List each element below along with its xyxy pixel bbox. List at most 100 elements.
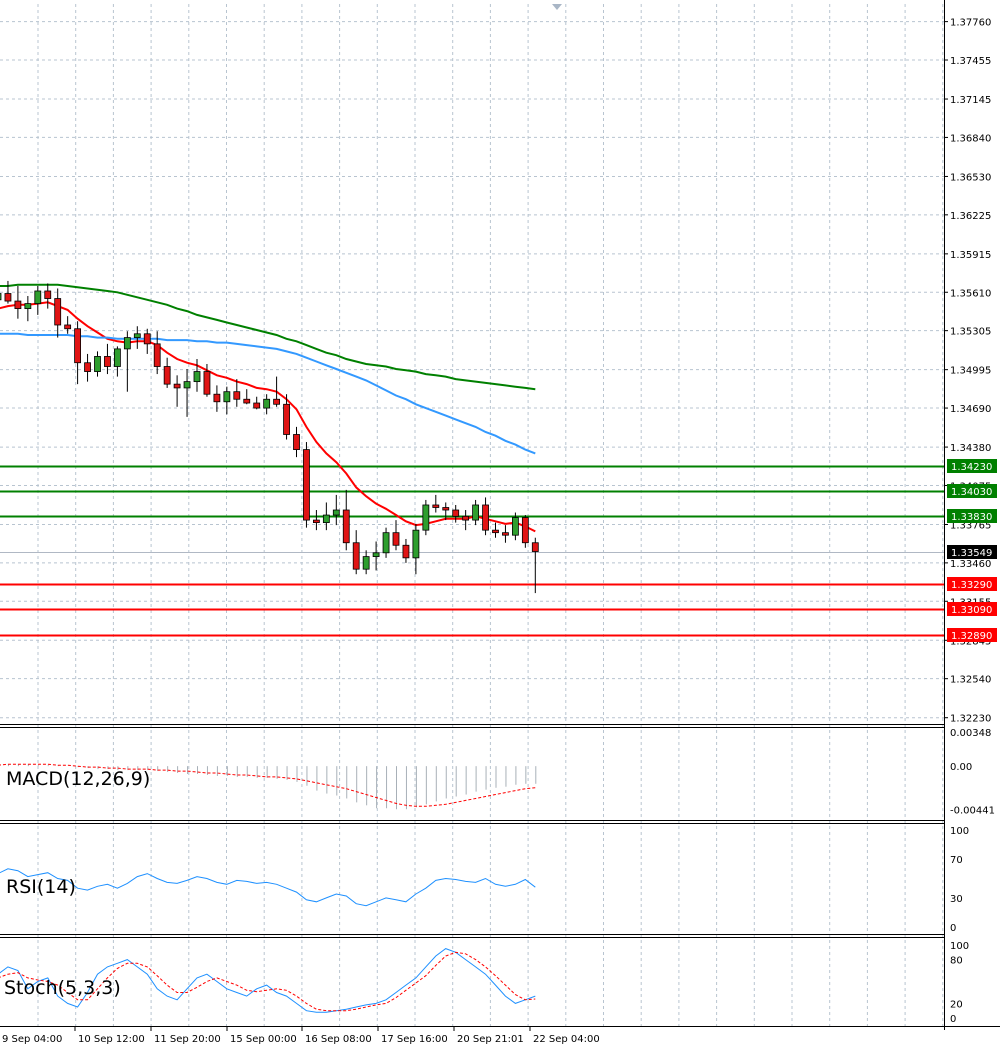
price-tick-label: 1.34380: [950, 443, 991, 454]
candle-body: [531, 542, 539, 552]
candle-body: [84, 362, 91, 372]
candle-body: [273, 398, 281, 405]
candle-body: [422, 504, 430, 531]
chart-frame: [0, 0, 1000, 1030]
candle-body: [193, 371, 201, 383]
scroll-marker-icon: [552, 4, 562, 10]
price-tick-label: 1.37455: [950, 56, 991, 67]
price-tick-label: 1.37760: [950, 18, 991, 29]
stoch-tick-label: 0: [950, 1014, 956, 1025]
current-price-tag-label: 1.33549: [951, 548, 992, 559]
candle-body: [34, 290, 42, 304]
candle-body: [392, 532, 400, 546]
candle-body: [213, 393, 221, 403]
level-price-tag-label: 1.33290: [951, 580, 992, 591]
candle-body: [502, 532, 509, 536]
macd-tick-label: 0.00: [950, 762, 972, 773]
level-price-tag: [947, 484, 997, 498]
candle-body: [24, 303, 32, 310]
candle-body: [44, 290, 52, 299]
macd-label: MACD(12,26,9): [6, 768, 150, 790]
level-price-tag: [947, 459, 997, 473]
level-price-tag: [947, 509, 997, 523]
level-price-tag-label: 1.32890: [951, 631, 992, 642]
candle-body: [342, 509, 350, 544]
candle-body: [123, 337, 131, 350]
moving-average-line: [0, 332, 536, 455]
candle-body: [233, 391, 241, 400]
stoch-signal-line: [0, 951, 536, 1012]
level-price-tag-label: 1.34030: [951, 487, 992, 498]
candle-body: [263, 398, 271, 409]
candle-body: [512, 517, 519, 536]
stoch-panel: Stoch(5,3,3): [0, 948, 536, 1013]
candle-body: [372, 552, 380, 557]
stoch-main-line: [0, 948, 536, 1013]
candle-body: [183, 381, 191, 389]
candle-body: [153, 343, 161, 367]
rsi-panel: RSI(14): [0, 868, 536, 907]
rsi-tick-label: 0: [950, 923, 956, 934]
level-price-tag-label: 1.34230: [951, 462, 992, 473]
rsi-tick-label: 100: [950, 826, 969, 837]
macd-signal-line: [0, 763, 536, 807]
rsi-tick-label: 70: [950, 855, 963, 866]
candle-body: [432, 504, 440, 508]
candle-body: [482, 504, 489, 531]
macd-tick-label: -0.00441: [950, 805, 995, 816]
time-tick-label: 15 Sep 00:00: [230, 1034, 297, 1045]
candle-body: [223, 391, 231, 403]
price-tick-label: 1.34690: [950, 404, 991, 415]
candle-body: [442, 507, 450, 511]
candle-body: [382, 532, 390, 554]
price-tick-label: 1.33765: [950, 520, 991, 531]
time-tick-label: 22 Sep 04:00: [533, 1034, 600, 1045]
candle-body: [322, 514, 330, 524]
candle-body: [402, 544, 410, 559]
price-tick-label: 1.35305: [950, 327, 991, 338]
candle-body: [362, 556, 370, 570]
candle-body: [203, 371, 211, 395]
stoch-label: Stoch(5,3,3): [4, 977, 121, 999]
level-price-tag: [947, 577, 997, 591]
level-lines: [0, 465, 944, 637]
candle-body: [64, 324, 72, 330]
current-price-tag: [947, 545, 997, 559]
level-price-tag: [947, 628, 997, 642]
time-tick-label: 10 Sep 12:00: [78, 1034, 145, 1045]
macd-panel: MACD(12,26,9): [0, 763, 537, 810]
candle-body: [352, 542, 360, 570]
rsi-label: RSI(14): [6, 876, 76, 898]
candle-body: [243, 398, 251, 404]
candle-body: [173, 383, 181, 389]
price-tick-label: 1.36530: [950, 172, 991, 183]
macd-tick-label: 0.00348: [950, 728, 991, 739]
price-tags: 1.34230 1.34030 1.33830 1.33290 1.33090 1.328…: [947, 459, 997, 642]
time-tick-label: 9 Sep 04:00: [2, 1034, 62, 1045]
candle-body: [332, 509, 340, 516]
price-tick-label: 1.32540: [950, 675, 991, 686]
candle-body: [452, 509, 460, 517]
stoch-tick-label: 100: [950, 941, 969, 952]
rsi-line: [0, 868, 536, 907]
moving-average-line: [0, 283, 536, 391]
candle-body: [94, 356, 101, 372]
level-price-tag: [947, 602, 997, 616]
price-tick-label: 1.36225: [950, 211, 991, 222]
candle-body: [163, 366, 171, 385]
time-axis: 9 Sep 04:00 10 Sep 12:00 11 Sep 20:00 15 Se…: [2, 1026, 600, 1045]
candle-body: [312, 519, 320, 524]
time-tick-label: 11 Sep 20:00: [154, 1034, 221, 1045]
chart-grid: [0, 4, 944, 1026]
time-tick-label: 20 Sep 21:01: [457, 1034, 524, 1045]
price-tick-label: 1.32230: [950, 714, 991, 725]
stoch-tick-label: 80: [950, 956, 963, 967]
candle-body: [14, 300, 22, 310]
price-tick-label: 1.35915: [950, 250, 991, 261]
time-tick-label: 16 Sep 08:00: [305, 1034, 372, 1045]
candle-body: [4, 293, 12, 302]
level-price-tag-label: 1.33830: [951, 512, 992, 523]
candle-body: [492, 529, 499, 534]
candle-body: [462, 515, 470, 521]
